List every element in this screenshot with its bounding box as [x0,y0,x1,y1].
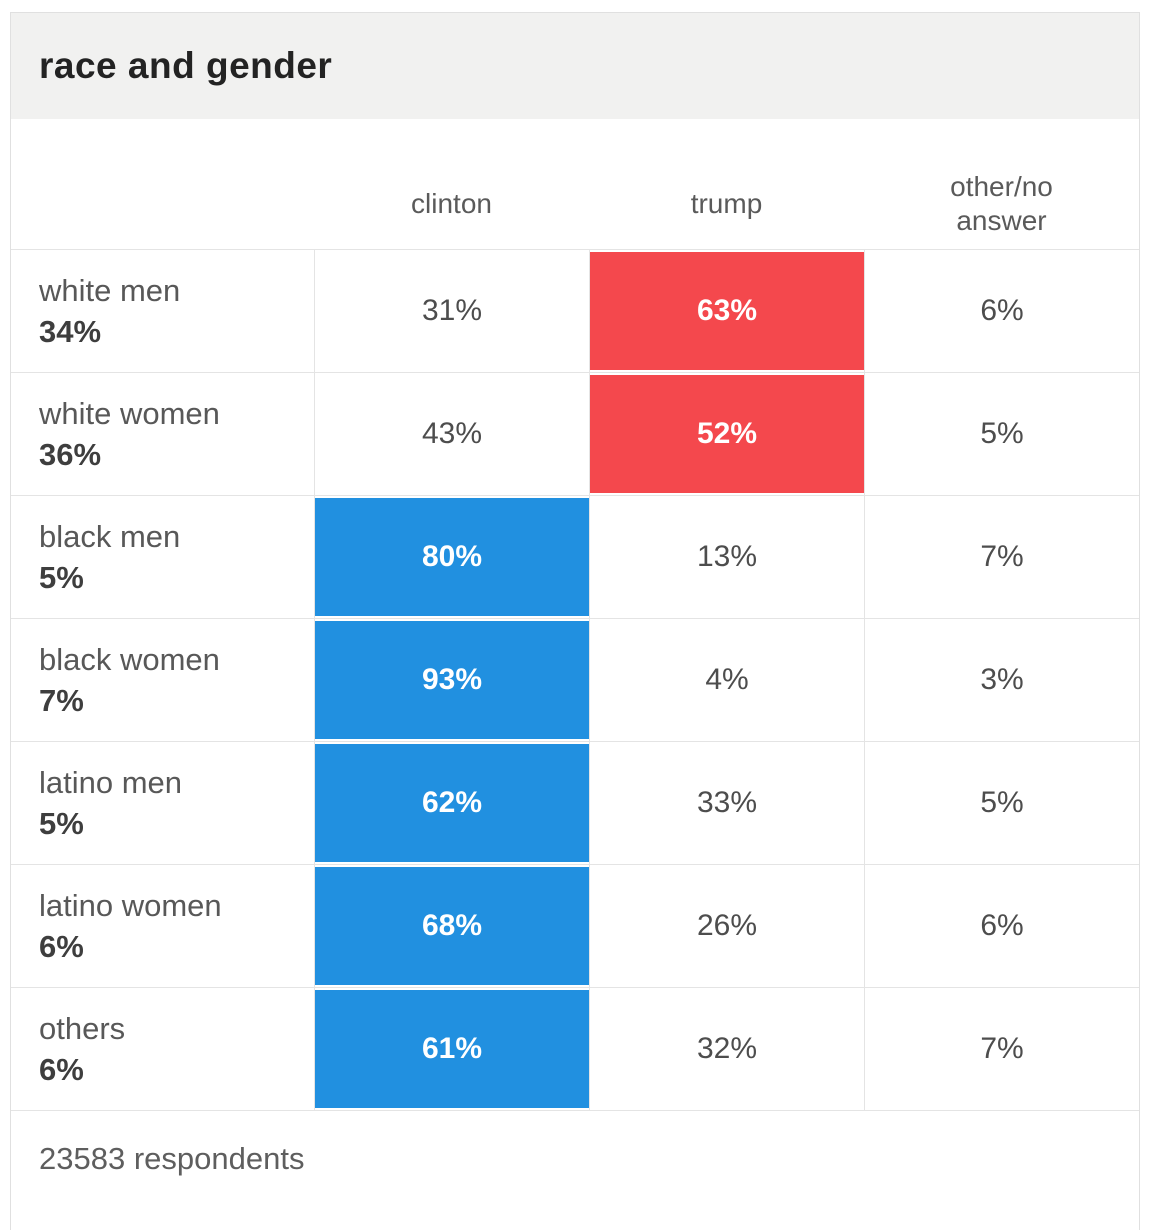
column-header-trump: trump [690,187,763,219]
column-header-clinton: clinton [411,187,492,219]
row-label-latino-men: latino men 5% [11,741,314,864]
cell-white-women-trump: 52% [589,372,864,495]
cell-latino-women-clinton: 68% [314,864,589,987]
group-share: 36% [39,436,102,472]
group-name: others [39,1010,126,1046]
cell-others-other: 7% [864,987,1139,1110]
group-share: 7% [39,682,84,718]
cell-white-men-clinton: 31% [314,249,589,372]
cell-latino-men-clinton: 62% [314,741,589,864]
card-header: race and gender [11,13,1139,119]
group-share: 6% [39,1051,84,1087]
cell-black-men-clinton: 80% [314,495,589,618]
cell-latino-men-other: 5% [864,741,1139,864]
card-footer: 23583 respondents [11,1110,1139,1230]
row-label-latino-women: latino women 6% [11,864,314,987]
cell-others-trump: 32% [589,987,864,1110]
cell-black-women-other: 3% [864,618,1139,741]
cell-white-men-other: 6% [864,249,1139,372]
group-share: 34% [39,313,102,349]
group-name: latino men [39,764,183,800]
row-label-black-women: black women 7% [11,618,314,741]
group-name: black men [39,518,181,554]
cell-latino-women-other: 6% [864,864,1139,987]
cell-black-men-other: 7% [864,495,1139,618]
exit-poll-card: race and gender clinton trump other/no a… [10,12,1140,1230]
row-label-white-men: white men 34% [11,249,314,372]
corner-cell [11,119,314,249]
page-title: race and gender [39,45,333,86]
group-share: 5% [39,805,84,841]
respondents-note: 23583 respondents [39,1141,305,1176]
row-label-white-women: white women 36% [11,372,314,495]
group-share: 5% [39,559,84,595]
cell-latino-men-trump: 33% [589,741,864,864]
cell-others-clinton: 61% [314,987,589,1110]
group-share: 6% [39,928,84,964]
column-header-other: other/no answer [950,170,1053,236]
group-name: white men [39,272,181,308]
cell-white-women-clinton: 43% [314,372,589,495]
cell-white-women-other: 5% [864,372,1139,495]
cell-latino-women-trump: 26% [589,864,864,987]
group-name: black women [39,641,220,677]
row-label-others: others 6% [11,987,314,1110]
cell-white-men-trump: 63% [589,249,864,372]
row-label-black-men: black men 5% [11,495,314,618]
group-name: latino women [39,887,222,923]
results-table: clinton trump other/no answer white men … [11,119,1139,1110]
group-name: white women [39,395,220,431]
cell-black-women-trump: 4% [589,618,864,741]
cell-black-men-trump: 13% [589,495,864,618]
cell-black-women-clinton: 93% [314,618,589,741]
